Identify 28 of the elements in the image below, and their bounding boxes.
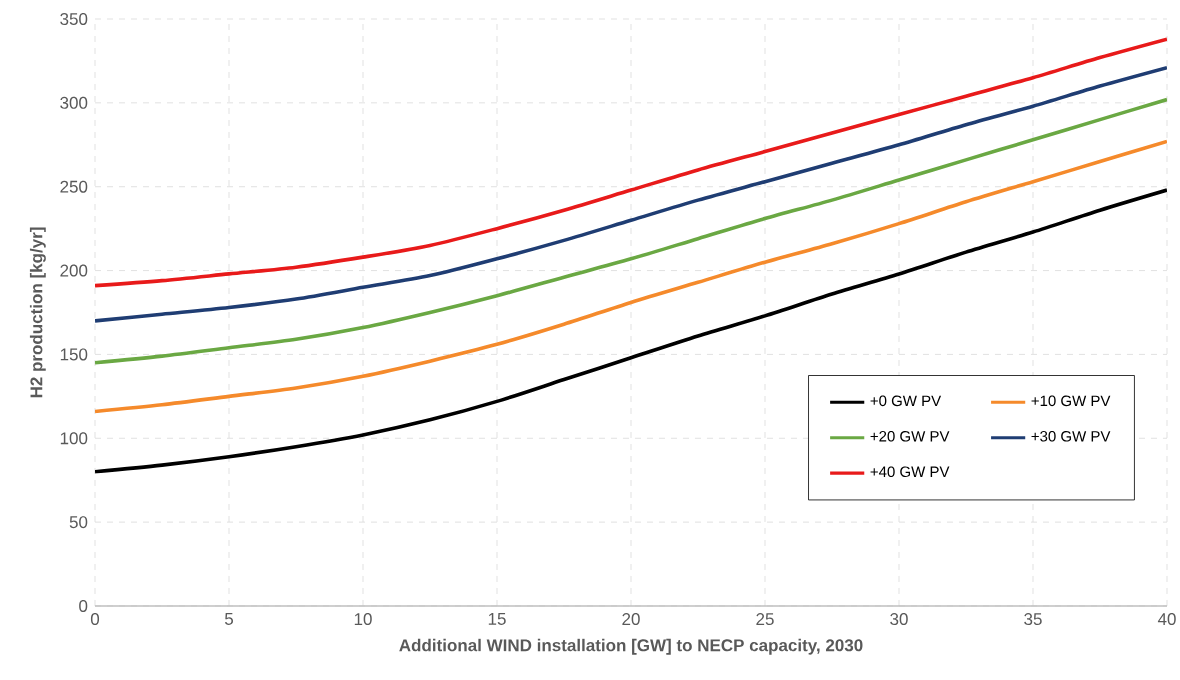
- y-tick-label: 50: [69, 516, 88, 529]
- y-tick-label: 250: [60, 180, 88, 193]
- line-series: [95, 97, 1167, 365]
- y-tick-label: 200: [60, 264, 88, 277]
- line-series: [95, 139, 1167, 414]
- x-tick-label: 20: [622, 613, 640, 626]
- y-tick-label: 150: [60, 348, 88, 361]
- x-axis-title: Additional WIND installation [GW] to NECP capacity, 2030: [399, 638, 863, 655]
- y-tick-label: 100: [60, 432, 88, 445]
- legend-label: +30 GW PV: [1031, 430, 1111, 442]
- x-tick-label: 35: [1024, 613, 1042, 626]
- y-axis-title: H2 production [kg/yr]: [29, 227, 46, 398]
- x-tick-label: 5: [224, 613, 234, 625]
- x-tick-label: 25: [756, 613, 774, 626]
- legend-label: +10 GW PV: [1031, 395, 1111, 407]
- legend-label: +20 GW PV: [870, 430, 950, 442]
- x-tick-label: 0: [90, 613, 100, 626]
- legend-label: +40 GW PV: [870, 466, 950, 478]
- line-series: [95, 65, 1167, 323]
- x-tick-label: 30: [890, 613, 908, 626]
- line-series: [95, 37, 1167, 288]
- legend-label: +0 GW PV: [870, 395, 942, 407]
- y-tick-label: 350: [60, 12, 88, 26]
- x-tick-label: 15: [488, 613, 506, 625]
- y-tick-label: 300: [60, 96, 88, 109]
- x-tick-label: 10: [354, 613, 372, 626]
- y-tick-label: 0: [79, 599, 88, 612]
- x-tick-label: 40: [1157, 613, 1176, 626]
